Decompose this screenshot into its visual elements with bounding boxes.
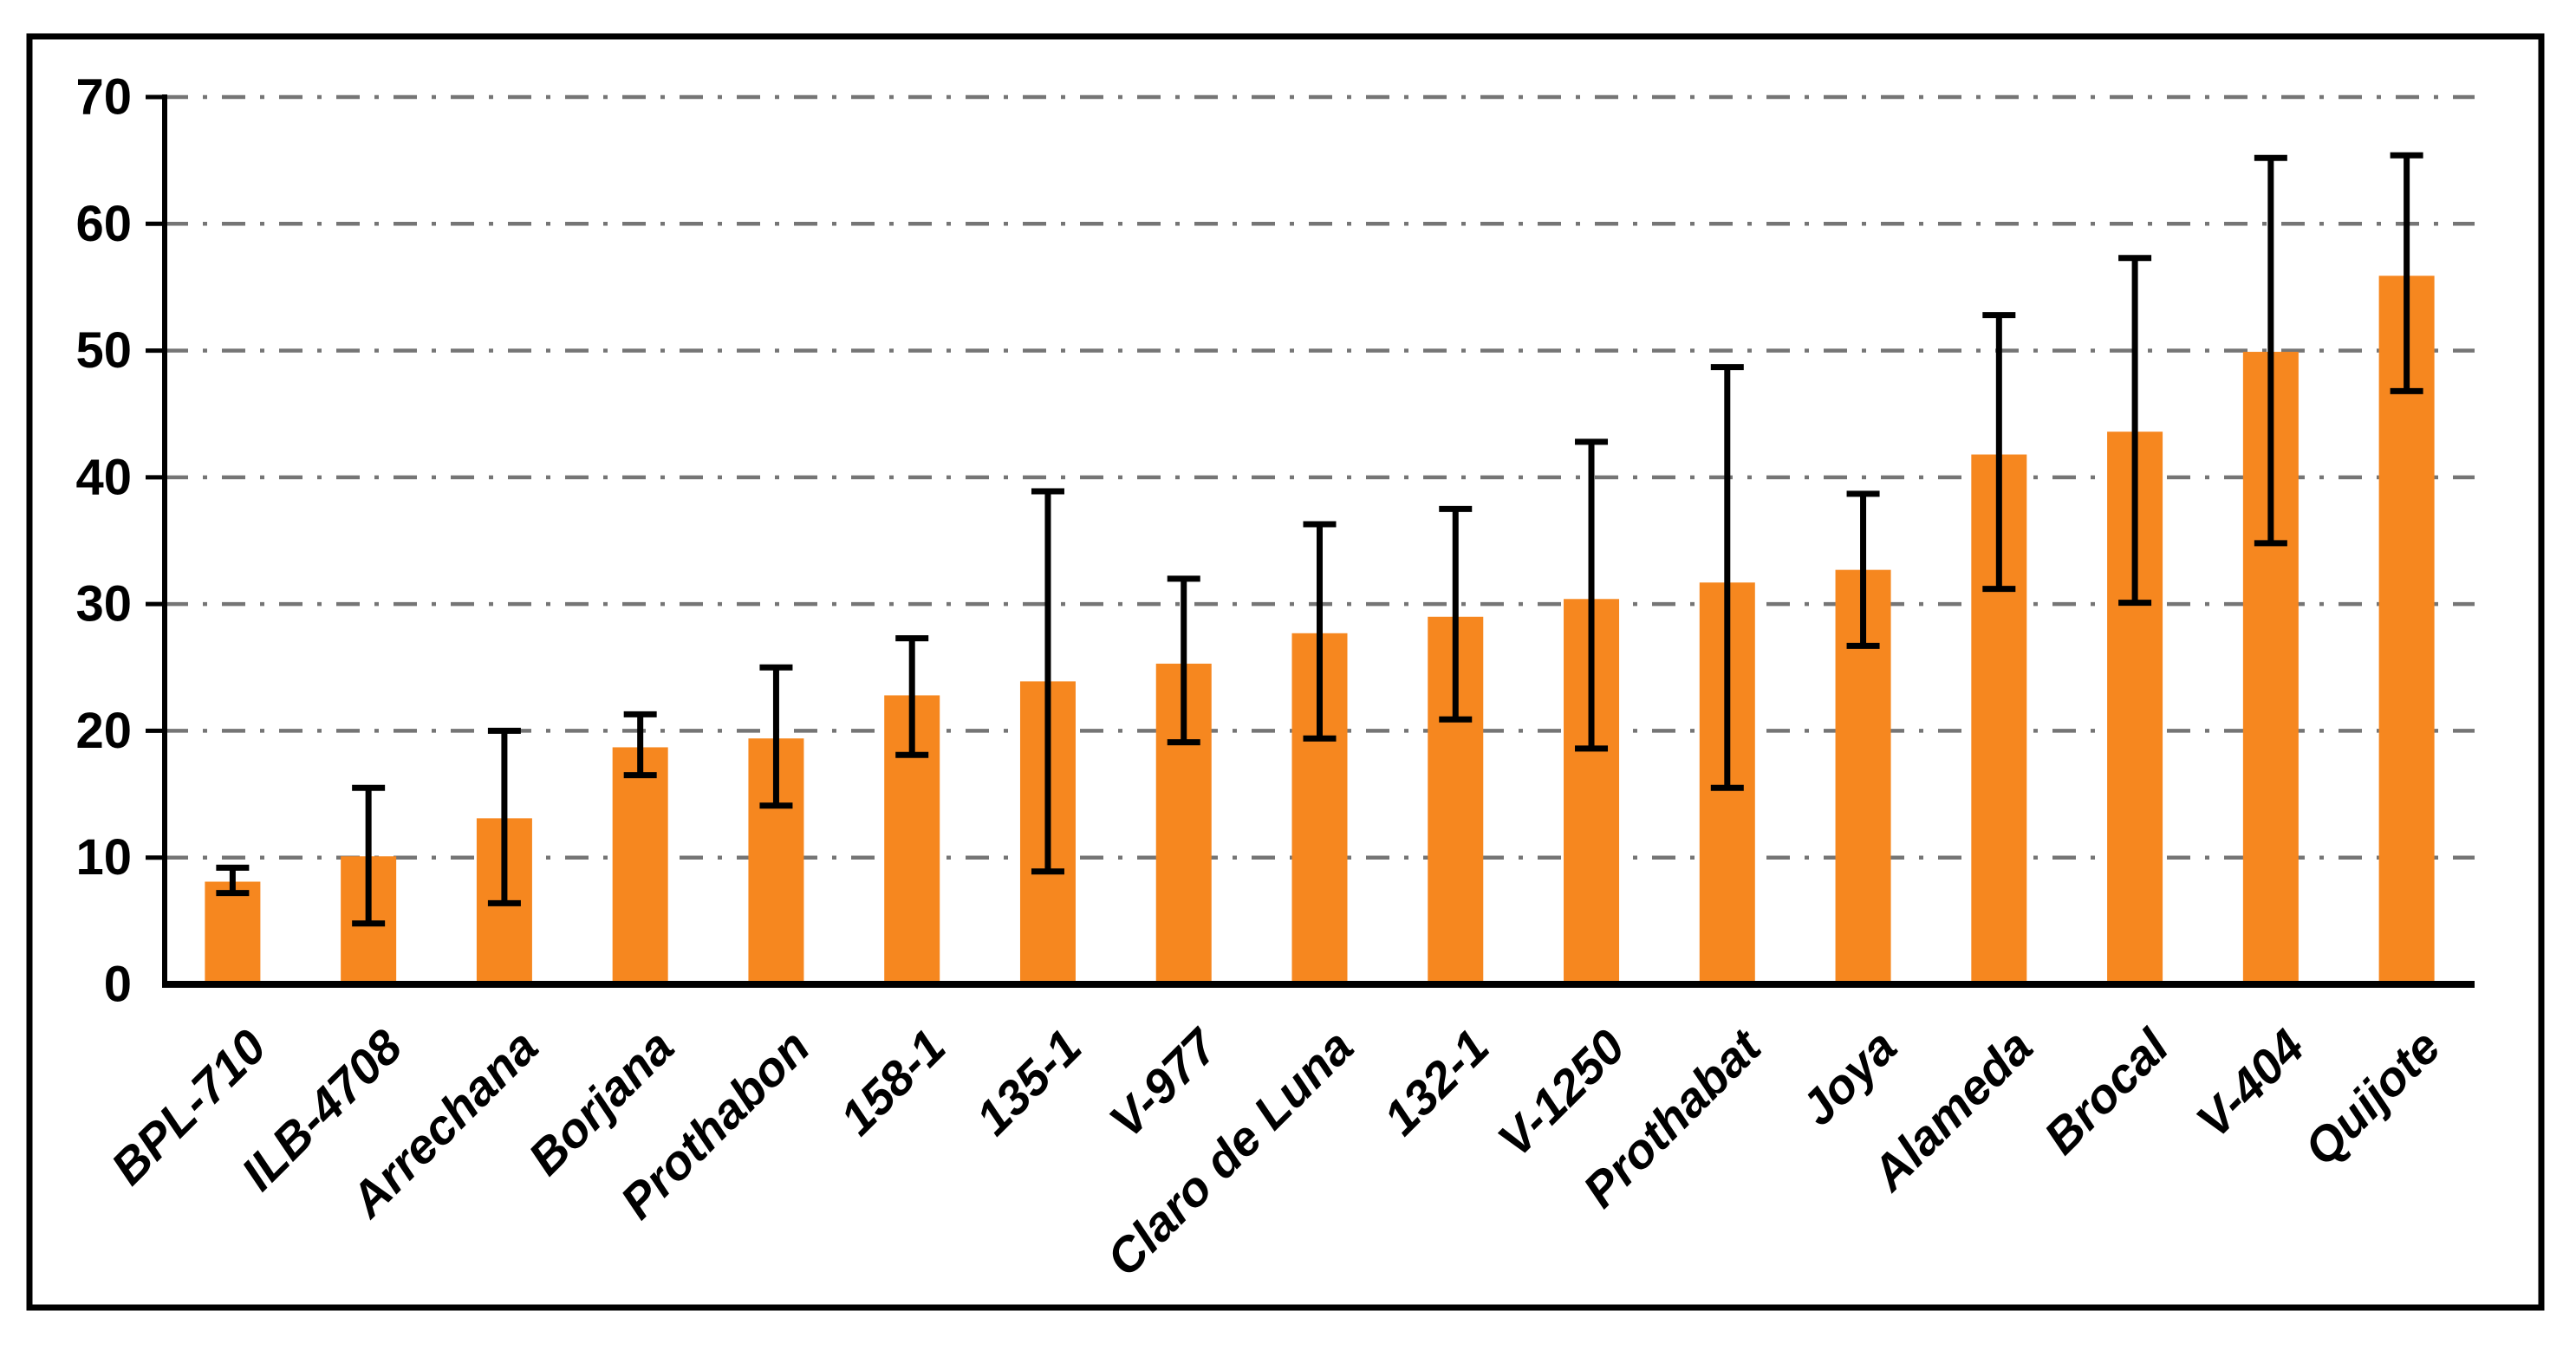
error-bar-Joya — [1846, 490, 1880, 649]
y-tick-label: 40 — [75, 449, 132, 505]
bar-Borjana — [612, 747, 668, 984]
error-bar-Borjana — [623, 711, 657, 779]
figure-border — [26, 33, 2545, 1311]
error-bar-132-1 — [1439, 505, 1473, 723]
y-tick-label: 30 — [75, 576, 132, 633]
y-tick-label: 10 — [75, 829, 132, 886]
error-bar-Claro de Luna — [1303, 521, 1337, 742]
error-bar-Brocal — [2118, 255, 2152, 607]
error-bar-Quijote — [2390, 152, 2423, 394]
y-tick-label: 50 — [75, 322, 132, 379]
bar-BPL-710 — [205, 881, 261, 984]
y-tick-label: 20 — [75, 703, 132, 759]
error-bar-V-404 — [2254, 154, 2287, 547]
error-bar-Prothabon — [759, 664, 793, 809]
error-bar-ILB-4708 — [352, 784, 386, 927]
error-bar-Prothabat — [1710, 364, 1744, 791]
error-bar-Arrechana — [487, 727, 521, 906]
error-bar-BPL-710 — [216, 864, 250, 897]
error-bar-Alameda — [1982, 312, 2016, 593]
y-tick-label: 0 — [104, 957, 132, 1013]
error-bar-V-1250 — [1575, 438, 1609, 752]
error-bar-135-1 — [1031, 488, 1064, 875]
y-tick-label: 60 — [75, 196, 132, 252]
error-bar-158-1 — [895, 635, 929, 758]
y-tick-label: 70 — [75, 69, 132, 126]
error-bar-V-977 — [1167, 575, 1200, 746]
